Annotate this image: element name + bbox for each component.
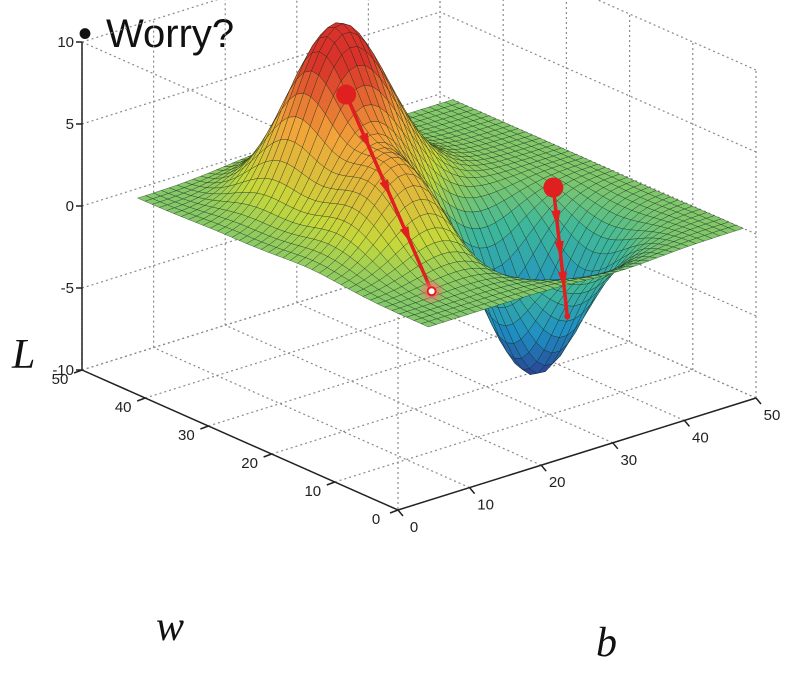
x-tick-mark [755,397,762,405]
descent-start-point [543,177,564,198]
descent-arrowhead [551,210,561,228]
z-tick-label: -5 [61,280,74,297]
descent-arrowhead [399,226,411,244]
descent-paths [336,84,571,320]
bullet-text: Worry? [106,12,235,56]
x-tick-mark [612,442,619,450]
y-tick-label: 40 [115,399,132,416]
descent-start-point [336,84,357,105]
y-tick-mark [136,397,146,402]
side-wall-gridline [596,0,757,71]
surface-facet [420,321,437,328]
x-tick-label: 20 [549,474,566,491]
y-axis-line [81,369,399,511]
x-tick-mark [540,464,547,472]
z-tick-label: 10 [57,34,74,51]
x-tick-mark [683,419,690,427]
descent-end-point [426,286,437,297]
back-wall-gridline [81,0,219,43]
z-tick-label: -10 [52,362,74,379]
y-tick-label: 50 [52,371,69,388]
x-tick-label: 50 [764,407,781,424]
surface-mesh [136,22,745,375]
y-tick-mark [263,453,272,458]
y-tick-label: 30 [178,427,195,444]
y-tick-label: 0 [372,511,380,528]
floor-gridline-b [224,324,542,466]
y-tick-mark [389,509,399,514]
x-axis-line [397,397,757,511]
x-tick-label: 0 [410,519,418,536]
descent-arrowhead [379,179,391,197]
y-tick-label: 20 [241,455,258,472]
x-tick-label: 10 [477,497,494,514]
floor-gridline-b [153,347,470,489]
descent-arrowhead [557,271,568,289]
descent-arrowhead [359,132,371,150]
y-axis-label: w [156,604,184,650]
z-axis-label: L [11,332,35,378]
z-tick-label: 0 [66,198,74,215]
x-tick-mark [397,509,404,517]
x-tick-mark [469,487,476,495]
descent-arrowhead [554,240,564,258]
y-tick-label: 10 [304,483,321,500]
x-tick-label: 30 [620,452,637,469]
z-tick-label: 5 [66,116,74,133]
x-tick-label: 40 [692,429,709,446]
y-tick-mark [326,481,336,486]
x-axis-label: b [596,620,617,666]
floor-gridline-w [334,369,693,483]
y-tick-mark [73,369,83,374]
y-tick-mark [200,425,209,430]
floor-gridline-w [271,341,630,455]
descent-end-point [564,313,571,320]
